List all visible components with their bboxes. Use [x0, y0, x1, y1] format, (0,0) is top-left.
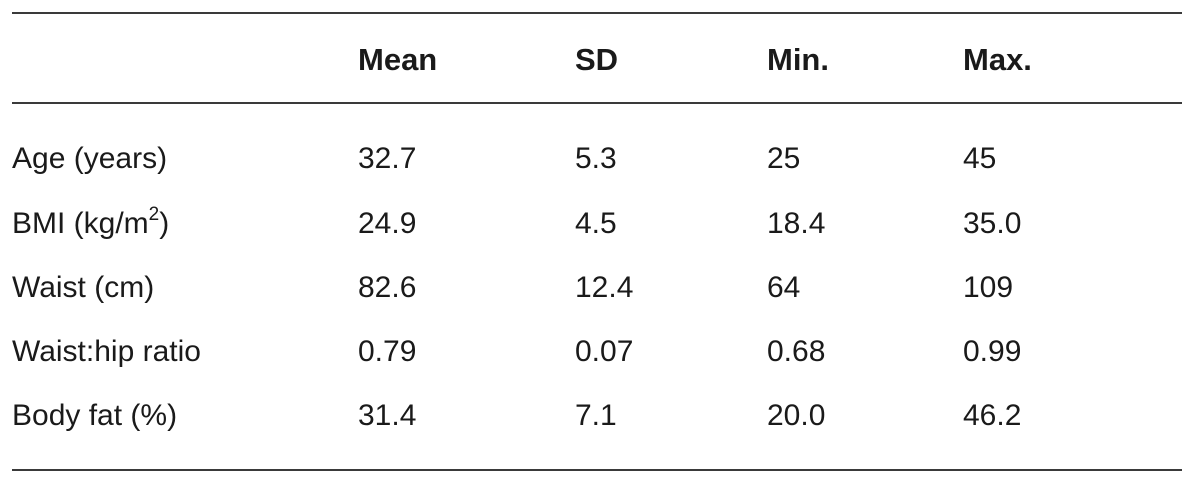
cell-min: 18.4	[767, 207, 826, 240]
row-label-text: Waist (cm)	[12, 271, 155, 304]
row-label: Age (years)	[12, 139, 167, 179]
cell-max: 109	[963, 271, 1014, 304]
cell-max: 45	[963, 142, 997, 175]
cell-min: 64	[767, 271, 801, 304]
table-row: Waist (cm) 82.6 12.4 64 109	[0, 268, 1200, 308]
table-row: Age (years) 32.7 5.3 25 45	[0, 139, 1200, 179]
bottom-rule	[12, 469, 1182, 471]
cell-sd: 5.3	[575, 142, 617, 175]
cell-min: 0.68	[767, 335, 826, 368]
cell-max: 0.99	[963, 335, 1022, 368]
header-min: Min.	[767, 42, 829, 77]
row-label: Body fat (%)	[12, 396, 177, 436]
cell-mean: 32.7	[358, 142, 417, 175]
cell-mean: 82.6	[358, 271, 417, 304]
row-label: Waist (cm)	[12, 268, 154, 308]
cell-sd: 12.4	[575, 271, 634, 304]
row-label-suffix: )	[159, 207, 170, 240]
cell-mean: 31.4	[358, 399, 417, 432]
cell-mean: 24.9	[358, 207, 417, 240]
cell-sd: 4.5	[575, 207, 617, 240]
cell-sd: 7.1	[575, 399, 617, 432]
cell-mean: 0.79	[358, 335, 417, 368]
top-rule	[12, 12, 1182, 14]
cell-min: 20.0	[767, 399, 826, 432]
row-label-text: Age (years)	[12, 142, 168, 175]
cell-min: 25	[767, 142, 801, 175]
table-header-row: Mean SD Min. Max.	[0, 40, 1200, 84]
header-max: Max.	[963, 42, 1032, 77]
table-row: BMI (kg/m2) 24.9 4.5 18.4 35.0	[0, 204, 1200, 244]
row-label: BMI (kg/m2)	[12, 204, 169, 244]
header-mean: Mean	[358, 42, 438, 77]
row-label: Waist:hip ratio	[12, 332, 201, 372]
cell-max: 35.0	[963, 207, 1022, 240]
table-row: Body fat (%) 31.4 7.1 20.0 46.2	[0, 396, 1200, 436]
cell-sd: 0.07	[575, 335, 634, 368]
row-label-superscript: 2	[148, 204, 160, 225]
cell-max: 46.2	[963, 399, 1022, 432]
row-label-text: Body fat (%)	[12, 399, 178, 432]
row-label-text: BMI (kg/m	[12, 207, 149, 240]
header-rule	[12, 102, 1182, 104]
table-row: Waist:hip ratio 0.79 0.07 0.68 0.99	[0, 332, 1200, 372]
row-label-text: Waist:hip ratio	[12, 335, 201, 368]
header-sd: SD	[575, 42, 619, 77]
